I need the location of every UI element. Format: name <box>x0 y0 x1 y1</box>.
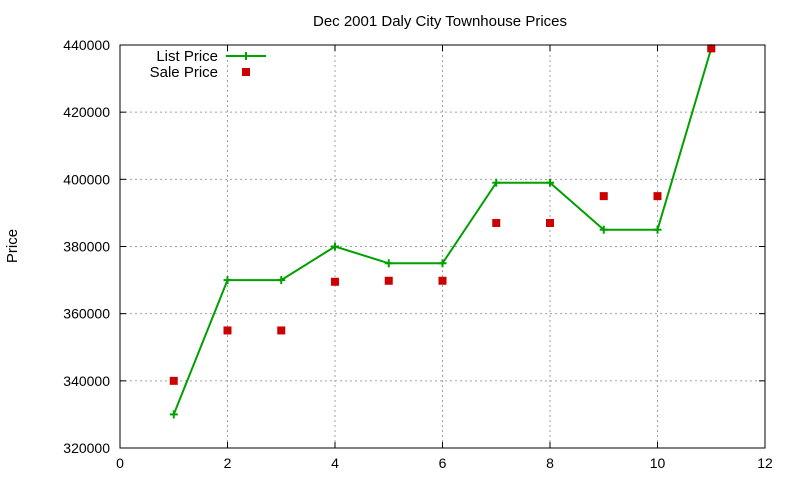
x-tick-label: 12 <box>757 455 773 471</box>
data-point-list-price <box>384 259 393 268</box>
data-point-sale-price <box>223 326 232 335</box>
y-tick-label: 440000 <box>63 37 110 53</box>
data-point-sale-price <box>438 276 447 285</box>
data-point-sale-price <box>546 218 554 227</box>
chart-title: Dec 2001 Daly City Townhouse Prices <box>313 13 567 30</box>
y-tick-label: 360000 <box>63 306 110 322</box>
y-axis-label: Price <box>4 229 21 263</box>
data-point-list-price <box>492 178 501 187</box>
data-point-list-price <box>546 178 554 187</box>
x-tick-label: 8 <box>546 455 554 471</box>
data-point-list-price <box>599 225 608 234</box>
data-point-list-price <box>169 410 178 419</box>
legend-swatch-square <box>242 68 250 76</box>
data-point-sale-price <box>384 276 393 285</box>
legend-label-list-price: List Price <box>156 48 218 65</box>
data-point-sale-price <box>331 277 339 286</box>
x-tick-label: 4 <box>331 455 339 471</box>
data-point-sale-price <box>492 218 501 227</box>
data-point-list-price <box>223 276 232 285</box>
data-point-list-price <box>277 276 286 285</box>
x-tick-label: 6 <box>439 455 447 471</box>
data-point-list-price <box>331 242 339 251</box>
data-point-sale-price <box>653 192 662 201</box>
x-tick-label: 2 <box>224 455 232 471</box>
y-tick-label: 420000 <box>63 104 110 120</box>
axis-ticks: 320000 340000 360000 380000 400000 420000 4400… <box>63 37 773 471</box>
grid <box>120 45 765 448</box>
y-tick-label: 400000 <box>63 171 110 187</box>
series-layer <box>169 44 716 419</box>
data-point-sale-price <box>707 44 716 53</box>
legend-label-sale-price: Sale Price <box>150 64 218 81</box>
data-point-sale-price <box>277 326 286 335</box>
plot-frame <box>119 44 766 449</box>
data-point-sale-price <box>599 192 608 201</box>
y-tick-label: 340000 <box>63 373 110 389</box>
y-tick-label: 320000 <box>63 440 110 456</box>
x-tick-label: 10 <box>650 455 666 471</box>
y-tick-label: 380000 <box>63 239 110 255</box>
data-point-list-price <box>653 225 662 234</box>
data-point-list-price <box>438 259 447 268</box>
x-tick-label: 0 <box>116 455 124 471</box>
data-point-sale-price <box>169 376 178 385</box>
